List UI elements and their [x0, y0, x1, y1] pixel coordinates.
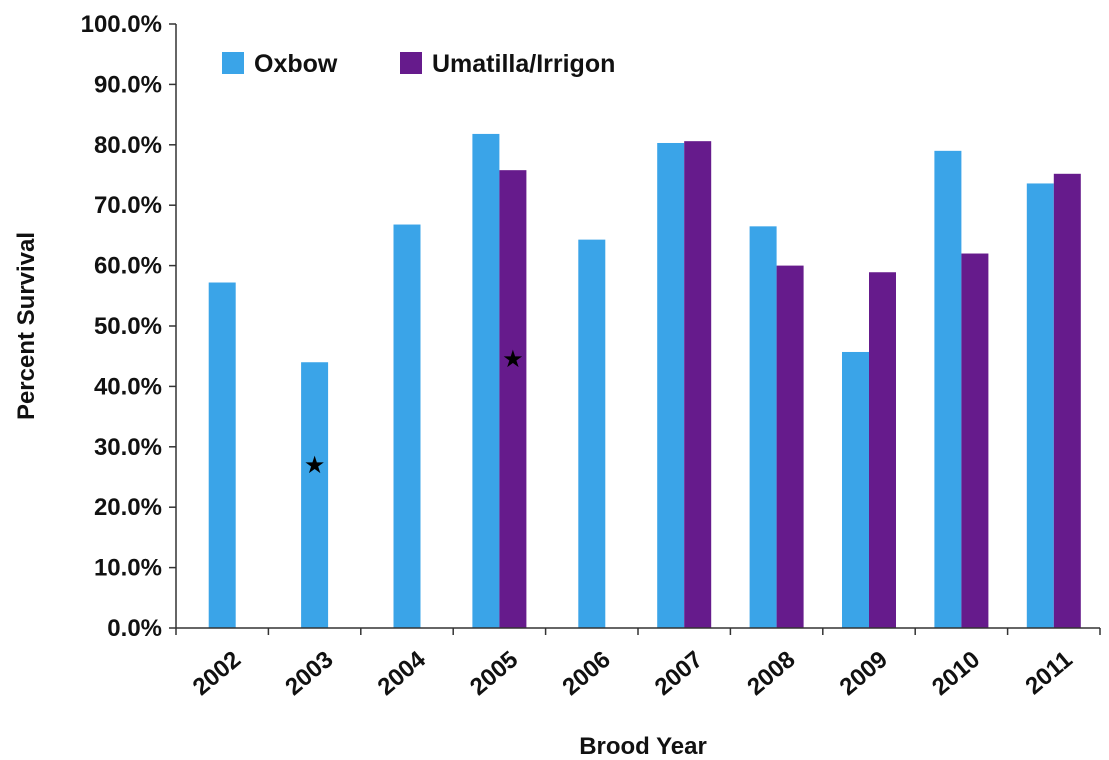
y-tick-label: 0.0% [107, 615, 162, 642]
legend-label: Umatilla/Irrigon [432, 50, 615, 78]
y-tick-label: 30.0% [94, 434, 162, 461]
y-tick-label: 20.0% [94, 494, 162, 521]
x-tick-label: 2010 [927, 646, 985, 701]
x-tick-label: 2009 [835, 646, 893, 701]
bar [301, 362, 329, 628]
bar [776, 265, 804, 628]
y-tick-label: 70.0% [94, 192, 162, 219]
y-tick-label: 80.0% [94, 132, 162, 159]
legend: Oxbow Umatilla/Irrigon [222, 50, 615, 78]
bar [657, 142, 685, 628]
x-tick-label: 2004 [373, 645, 432, 700]
x-tick-label: 2008 [742, 646, 800, 701]
star-marker: ★ [304, 451, 326, 479]
y-tick-label: 50.0% [94, 313, 162, 340]
legend-swatch [222, 52, 244, 74]
bar [208, 282, 236, 628]
x-axis-ticks: 2002 2003 2004 2005 2006 2007 2008 2009 2010 2011 [188, 645, 1078, 700]
bar [393, 224, 421, 628]
y-tick-label: 10.0% [94, 555, 162, 582]
legend-label: Oxbow [254, 50, 338, 78]
axes-group [175, 24, 1101, 635]
y-axis-ticks: 0.0% 10.0% 20.0% 30.0% 40.0% 50.0% 60.0% 70.0% 8… [81, 11, 176, 642]
bar [578, 239, 606, 629]
x-tick-label: 2003 [280, 646, 338, 701]
x-tick-label: 2011 [1020, 646, 1077, 700]
bar [1053, 173, 1081, 629]
x-tick-label: 2007 [650, 646, 708, 701]
y-tick-label: 60.0% [94, 253, 162, 280]
bar [869, 272, 896, 628]
bar [684, 141, 712, 628]
legend-swatch [400, 52, 422, 74]
bar [934, 150, 962, 628]
bar [472, 133, 500, 629]
star-marker: ★ [502, 345, 524, 373]
bar [499, 170, 527, 628]
markers-group: ★★ [304, 345, 524, 479]
bar [961, 253, 989, 628]
bar [749, 226, 777, 628]
bar [842, 351, 869, 628]
x-tick-label: 2005 [465, 646, 523, 701]
y-tick-label: 90.0% [94, 71, 162, 98]
bar [1026, 183, 1054, 628]
y-axis-title: Percent Survival [13, 232, 40, 420]
x-tick-label: 2002 [188, 646, 246, 701]
y-tick-label: 100.0% [81, 11, 162, 38]
x-axis-title: Brood Year [579, 733, 707, 760]
y-tick-label: 40.0% [94, 373, 162, 400]
x-tick-label: 2006 [557, 646, 615, 701]
bars-group [208, 133, 1081, 629]
